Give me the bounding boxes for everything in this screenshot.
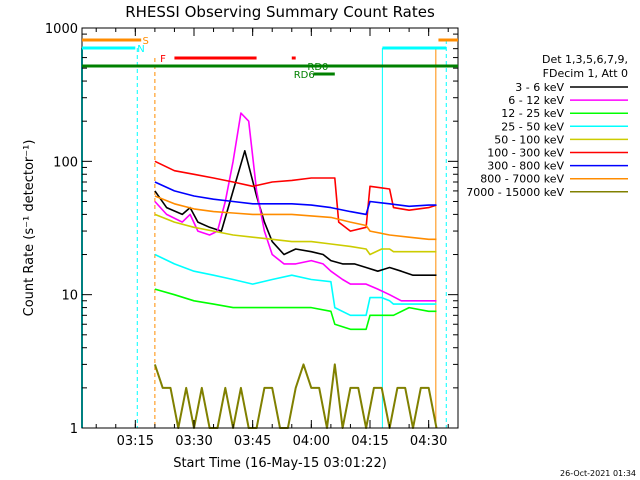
y-axis-label: Count Rate (s⁻¹ detector⁻¹): [22, 140, 37, 317]
y-tick-label: 10: [61, 289, 78, 304]
legend-entry-label: 3 - 6 keV: [515, 81, 564, 94]
legend-entry-label: 300 - 800 keV: [487, 160, 564, 173]
legend: Det 1,3,5,6,7,9, FDecim 1, Att 0 3 - 6 k…: [466, 53, 628, 199]
legend-entry-label: 800 - 7000 keV: [480, 173, 564, 186]
flare-flag-label: F: [160, 54, 166, 65]
series-line-5: [154, 213, 437, 256]
night-flag-label: N: [137, 44, 144, 55]
chart-title: RHESSI Observing Summary Count Rates: [125, 3, 435, 21]
y-tick-label: 100: [53, 155, 78, 170]
series-line-8: [154, 195, 437, 241]
legend-entry-label: 12 - 25 keV: [501, 107, 564, 120]
legend-entry-label: 25 - 50 keV: [501, 120, 564, 133]
series-line-4: [154, 253, 437, 317]
x-tick-label: 04:15: [351, 434, 388, 449]
saa-flag-label: S: [142, 36, 148, 47]
rd6-flag-label: RD6: [294, 70, 315, 81]
series-line-1: [154, 150, 437, 277]
axes: 03:15 03:30 03:45 04:00 04:15 04:30 1 10 100 1000: [45, 22, 459, 449]
x-tick-label: 04:30: [410, 434, 447, 449]
series-line-7: [154, 181, 437, 216]
timestamp: 26-Oct-2021 01:34: [560, 469, 636, 478]
legend-header-line-1: Det 1,3,5,6,7,9,: [542, 53, 628, 66]
plot-frame: [81, 27, 459, 429]
svg-text:Count Rate (s⁻¹ detector⁻¹): Count Rate (s⁻¹ detector⁻¹): [22, 140, 37, 317]
legend-entry-label: 6 - 12 keV: [508, 94, 564, 107]
legend-entry-label: 7000 - 15000 keV: [466, 186, 564, 199]
series-line-2: [154, 112, 437, 302]
y-tick-label: 1: [70, 422, 78, 437]
x-tick-label: 03:15: [117, 434, 154, 449]
y-tick-label: 1000: [45, 22, 78, 37]
legend-entry-label: 50 - 100 keV: [494, 133, 564, 146]
rd0-flag-label: RD0: [307, 62, 328, 73]
legend-entry-label: 100 - 300 keV: [487, 147, 564, 160]
x-tick-label: 03:45: [234, 434, 271, 449]
series-line-6: [154, 160, 437, 232]
x-tick-label: 04:00: [293, 434, 330, 449]
x-tick-label: 03:30: [175, 434, 212, 449]
x-axis-label: Start Time (16-May-15 03:01:22): [173, 456, 387, 471]
series-line-3: [154, 288, 437, 331]
legend-header-line-2: FDecim 1, Att 0: [543, 67, 628, 80]
